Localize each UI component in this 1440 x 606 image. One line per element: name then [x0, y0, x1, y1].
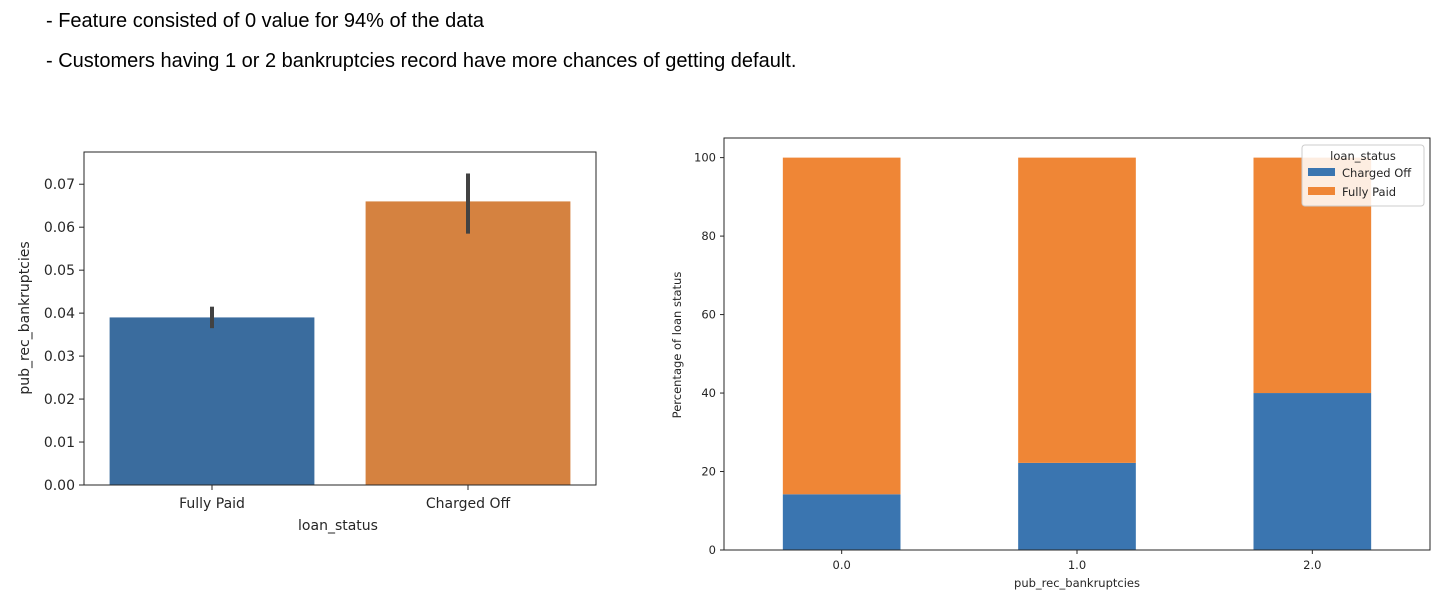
legend-label-fully-paid: Fully Paid — [1342, 185, 1396, 199]
c1-y-tick-label-4: 0.04 — [44, 306, 75, 322]
c1-y-tick-label-7: 0.07 — [44, 177, 75, 193]
c2-bars — [782, 157, 1372, 550]
stacked-bar-chart-right: 0 20 40 60 80 100 0.0 1.0 2.0 pub_rec_bankruptc… — [670, 137, 1431, 590]
c2-bar-2-series-0 — [1253, 393, 1372, 550]
c1-y-tick-label-3: 0.03 — [44, 349, 75, 365]
c2-y-tick-label-2: 40 — [701, 386, 716, 400]
c2-y-ticks: 0 20 40 60 80 100 — [694, 151, 724, 557]
legend-title: loan_status — [1330, 149, 1396, 163]
c1-x-tick-label-0: Fully Paid — [179, 496, 245, 512]
c1-y-axis-label: pub_rec_bankruptcies — [17, 241, 33, 394]
c2-bar-0-series-0 — [782, 494, 901, 550]
c2-x-tick-label-2: 2.0 — [1303, 558, 1321, 572]
c1-y-tick-label-6: 0.06 — [44, 220, 75, 236]
c1-bars — [109, 201, 571, 485]
c1-y-tick-label-2: 0.02 — [44, 392, 75, 408]
c1-x-ticks: Fully Paid Charged Off — [179, 485, 510, 512]
c2-bar-1-series-0 — [1018, 462, 1136, 550]
c2-x-ticks: 0.0 1.0 2.0 — [833, 550, 1321, 572]
bar-chart-left: 0.00 0.01 0.02 0.03 0.04 0.05 0.06 0.07 Fully P… — [17, 151, 597, 534]
c1-y-tick-label-0: 0.00 — [44, 478, 75, 494]
c2-y-tick-label-5: 100 — [694, 151, 716, 165]
c1-bar-1 — [365, 201, 571, 485]
c1-x-tick-label-1: Charged Off — [426, 496, 511, 512]
notes: - Feature consisted of 0 value for 94% o… — [46, 6, 796, 86]
c1-y-tick-label-5: 0.05 — [44, 263, 75, 279]
c2-bar-0-series-1 — [782, 157, 901, 495]
c2-legend: loan_status Charged Off Fully Paid — [1301, 144, 1425, 207]
c2-x-tick-label-0: 0.0 — [833, 558, 851, 572]
note-default-risk: - Customers having 1 or 2 bankruptcies r… — [46, 50, 797, 72]
c2-y-tick-label-0: 0 — [709, 543, 716, 557]
c2-x-tick-label-1: 1.0 — [1068, 558, 1086, 572]
c1-error-bars — [210, 173, 470, 329]
c1-bar-0 — [109, 317, 315, 485]
c1-y-ticks: 0.00 0.01 0.02 0.03 0.04 0.05 0.06 0.07 — [44, 177, 84, 494]
legend-label-charged-off: Charged Off — [1342, 166, 1412, 180]
c2-y-tick-label-3: 60 — [701, 308, 716, 322]
legend-swatch-charged-off — [1308, 168, 1335, 176]
c2-bar-1-series-1 — [1018, 157, 1136, 463]
note-zero-share: - Feature consisted of 0 value for 94% o… — [46, 10, 485, 32]
c1-y-tick-label-1: 0.01 — [44, 435, 75, 451]
c2-y-axis-label: Percentage of loan status — [670, 272, 684, 419]
c1-x-axis-label: loan_status — [298, 518, 378, 534]
legend-swatch-fully-paid — [1308, 187, 1335, 195]
c2-y-tick-label-1: 20 — [701, 465, 716, 479]
c2-y-tick-label-4: 80 — [701, 229, 716, 243]
c1-axes-frame — [83, 151, 597, 486]
c2-x-axis-label: pub_rec_bankruptcies — [1014, 576, 1140, 590]
